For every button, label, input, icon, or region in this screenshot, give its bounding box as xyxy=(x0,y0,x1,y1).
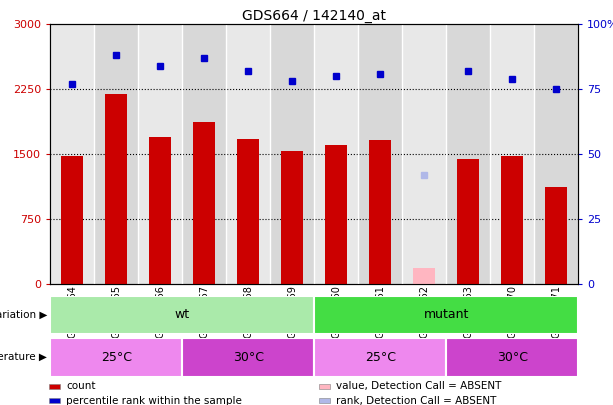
Bar xyxy=(413,268,435,284)
Bar xyxy=(314,296,578,334)
Bar xyxy=(281,151,303,284)
Bar xyxy=(182,24,226,284)
Text: 30°C: 30°C xyxy=(233,351,264,364)
Bar xyxy=(446,338,578,377)
Bar xyxy=(402,24,446,284)
Bar xyxy=(369,140,391,284)
Bar xyxy=(314,24,358,284)
Bar xyxy=(94,24,139,284)
Text: 30°C: 30°C xyxy=(497,351,528,364)
Bar xyxy=(50,338,182,377)
Text: rank, Detection Call = ABSENT: rank, Detection Call = ABSENT xyxy=(336,396,497,405)
Bar xyxy=(501,156,523,284)
Text: 25°C: 25°C xyxy=(101,351,132,364)
Text: percentile rank within the sample: percentile rank within the sample xyxy=(66,396,242,405)
Bar xyxy=(457,159,479,284)
Bar xyxy=(182,338,314,377)
Text: wt: wt xyxy=(175,308,190,322)
Text: 25°C: 25°C xyxy=(365,351,395,364)
Bar xyxy=(149,136,171,284)
Bar xyxy=(226,24,270,284)
Bar xyxy=(270,24,314,284)
Bar xyxy=(139,24,182,284)
Bar xyxy=(237,139,259,284)
Title: GDS664 / 142140_at: GDS664 / 142140_at xyxy=(242,9,386,23)
Text: value, Detection Call = ABSENT: value, Detection Call = ABSENT xyxy=(336,382,501,391)
Bar xyxy=(50,24,94,284)
Bar xyxy=(314,338,446,377)
Bar xyxy=(50,296,314,334)
Bar xyxy=(545,187,567,284)
Bar xyxy=(490,24,534,284)
Bar xyxy=(358,24,402,284)
Bar xyxy=(534,24,578,284)
Text: genotype/variation ▶: genotype/variation ▶ xyxy=(0,310,47,320)
Bar xyxy=(61,156,83,284)
Text: temperature ▶: temperature ▶ xyxy=(0,352,47,362)
Bar xyxy=(105,94,128,284)
Bar xyxy=(193,122,215,284)
Text: mutant: mutant xyxy=(424,308,469,322)
Bar xyxy=(325,145,347,284)
Text: count: count xyxy=(66,382,96,391)
Bar xyxy=(446,24,490,284)
